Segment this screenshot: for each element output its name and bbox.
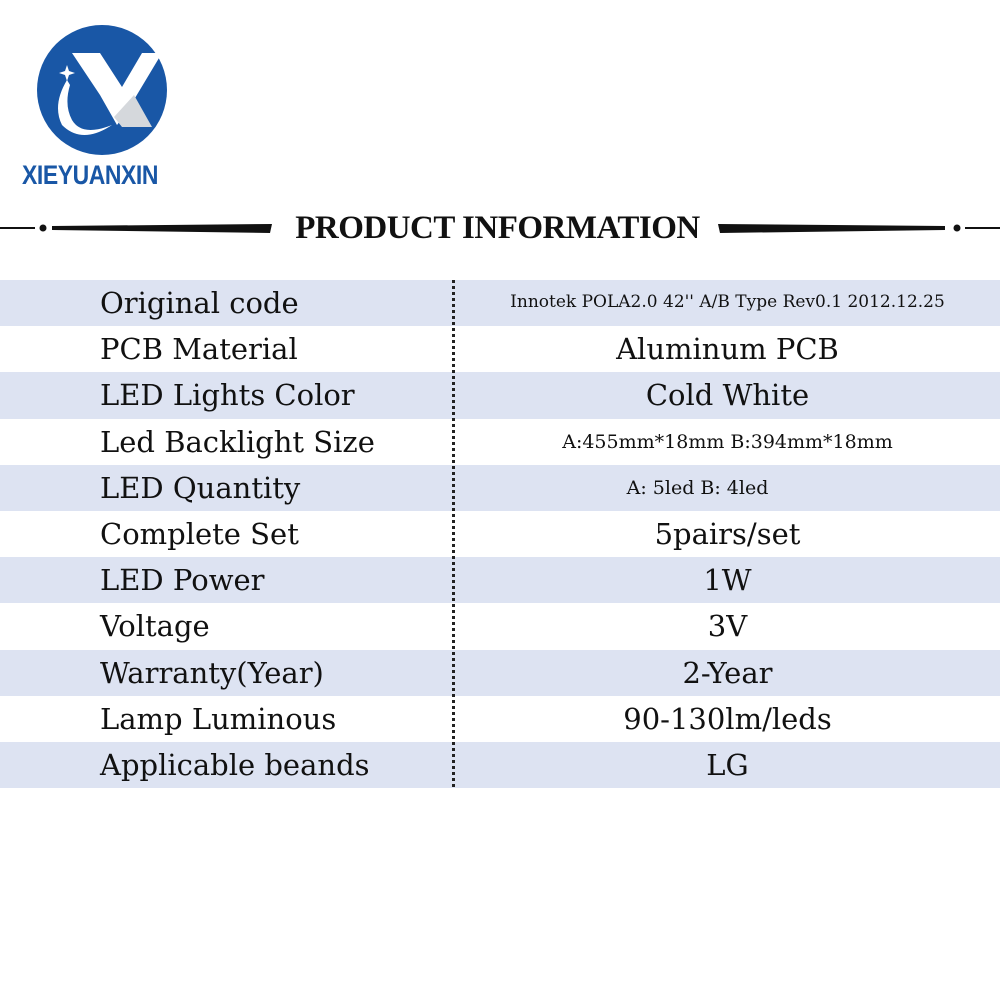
row-label: Voltage xyxy=(100,609,210,644)
row-value: A:455mm*18mm B:394mm*18mm xyxy=(562,430,893,453)
table-row: Lamp Luminous 90-130lm/leds xyxy=(0,696,1000,742)
row-label: Warranty(Year) xyxy=(100,655,324,690)
row-label: LED Quantity xyxy=(100,470,301,505)
row-value: 5pairs/set xyxy=(654,516,801,551)
row-label: Lamp Luminous xyxy=(100,701,337,736)
row-label: Led Backlight Size xyxy=(100,424,375,459)
row-value: Cold White xyxy=(645,378,810,413)
brand-name: XIEYUANXIN xyxy=(22,160,159,190)
row-value: A: 5led B: 4led xyxy=(626,476,769,499)
column-divider xyxy=(452,280,455,787)
table-row: Voltage 3V xyxy=(0,603,1000,649)
row-value: 90-130lm/leds xyxy=(623,701,832,736)
table-row: LED Lights Color Cold White xyxy=(0,372,1000,419)
row-value: 3V xyxy=(707,609,748,644)
header-rule-decoration xyxy=(0,224,1000,233)
row-value: Innotek POLA2.0 42'' A/B Type Rev0.1 201… xyxy=(510,292,945,312)
table-row: Original code Innotek POLA2.0 42'' A/B Ty… xyxy=(0,280,1000,327)
section-title: PRODUCT INFORMATION xyxy=(295,210,700,246)
row-label: Applicable beands xyxy=(100,747,370,782)
product-info-table: Original code Innotek POLA2.0 42'' A/B Ty… xyxy=(0,280,1000,789)
row-value: Aluminum PCB xyxy=(616,332,839,367)
table-row: Led Backlight Size A:455mm*18mm B:394mm*1… xyxy=(0,419,1000,465)
row-value: 1W xyxy=(703,563,752,598)
table-row: LED Quantity A: 5led B: 4led xyxy=(0,464,1000,511)
row-label: LED Power xyxy=(100,563,265,598)
brand-logo-icon xyxy=(37,25,167,155)
table-row: Complete Set 5pairs/set xyxy=(0,511,1000,557)
table-row: Warranty(Year) 2-Year xyxy=(0,649,1000,696)
row-label: Original code xyxy=(100,286,299,320)
table-row: Applicable beands LG xyxy=(0,741,1000,789)
table-row: LED Power 1W xyxy=(0,557,1000,604)
table-row: PCB Material Aluminum PCB xyxy=(0,326,1000,372)
row-label: PCB Material xyxy=(100,332,298,367)
row-value: LG xyxy=(706,747,749,782)
row-label: Complete Set xyxy=(100,516,299,551)
row-label: LED Lights Color xyxy=(100,378,355,413)
row-value: 2-Year xyxy=(682,655,773,690)
